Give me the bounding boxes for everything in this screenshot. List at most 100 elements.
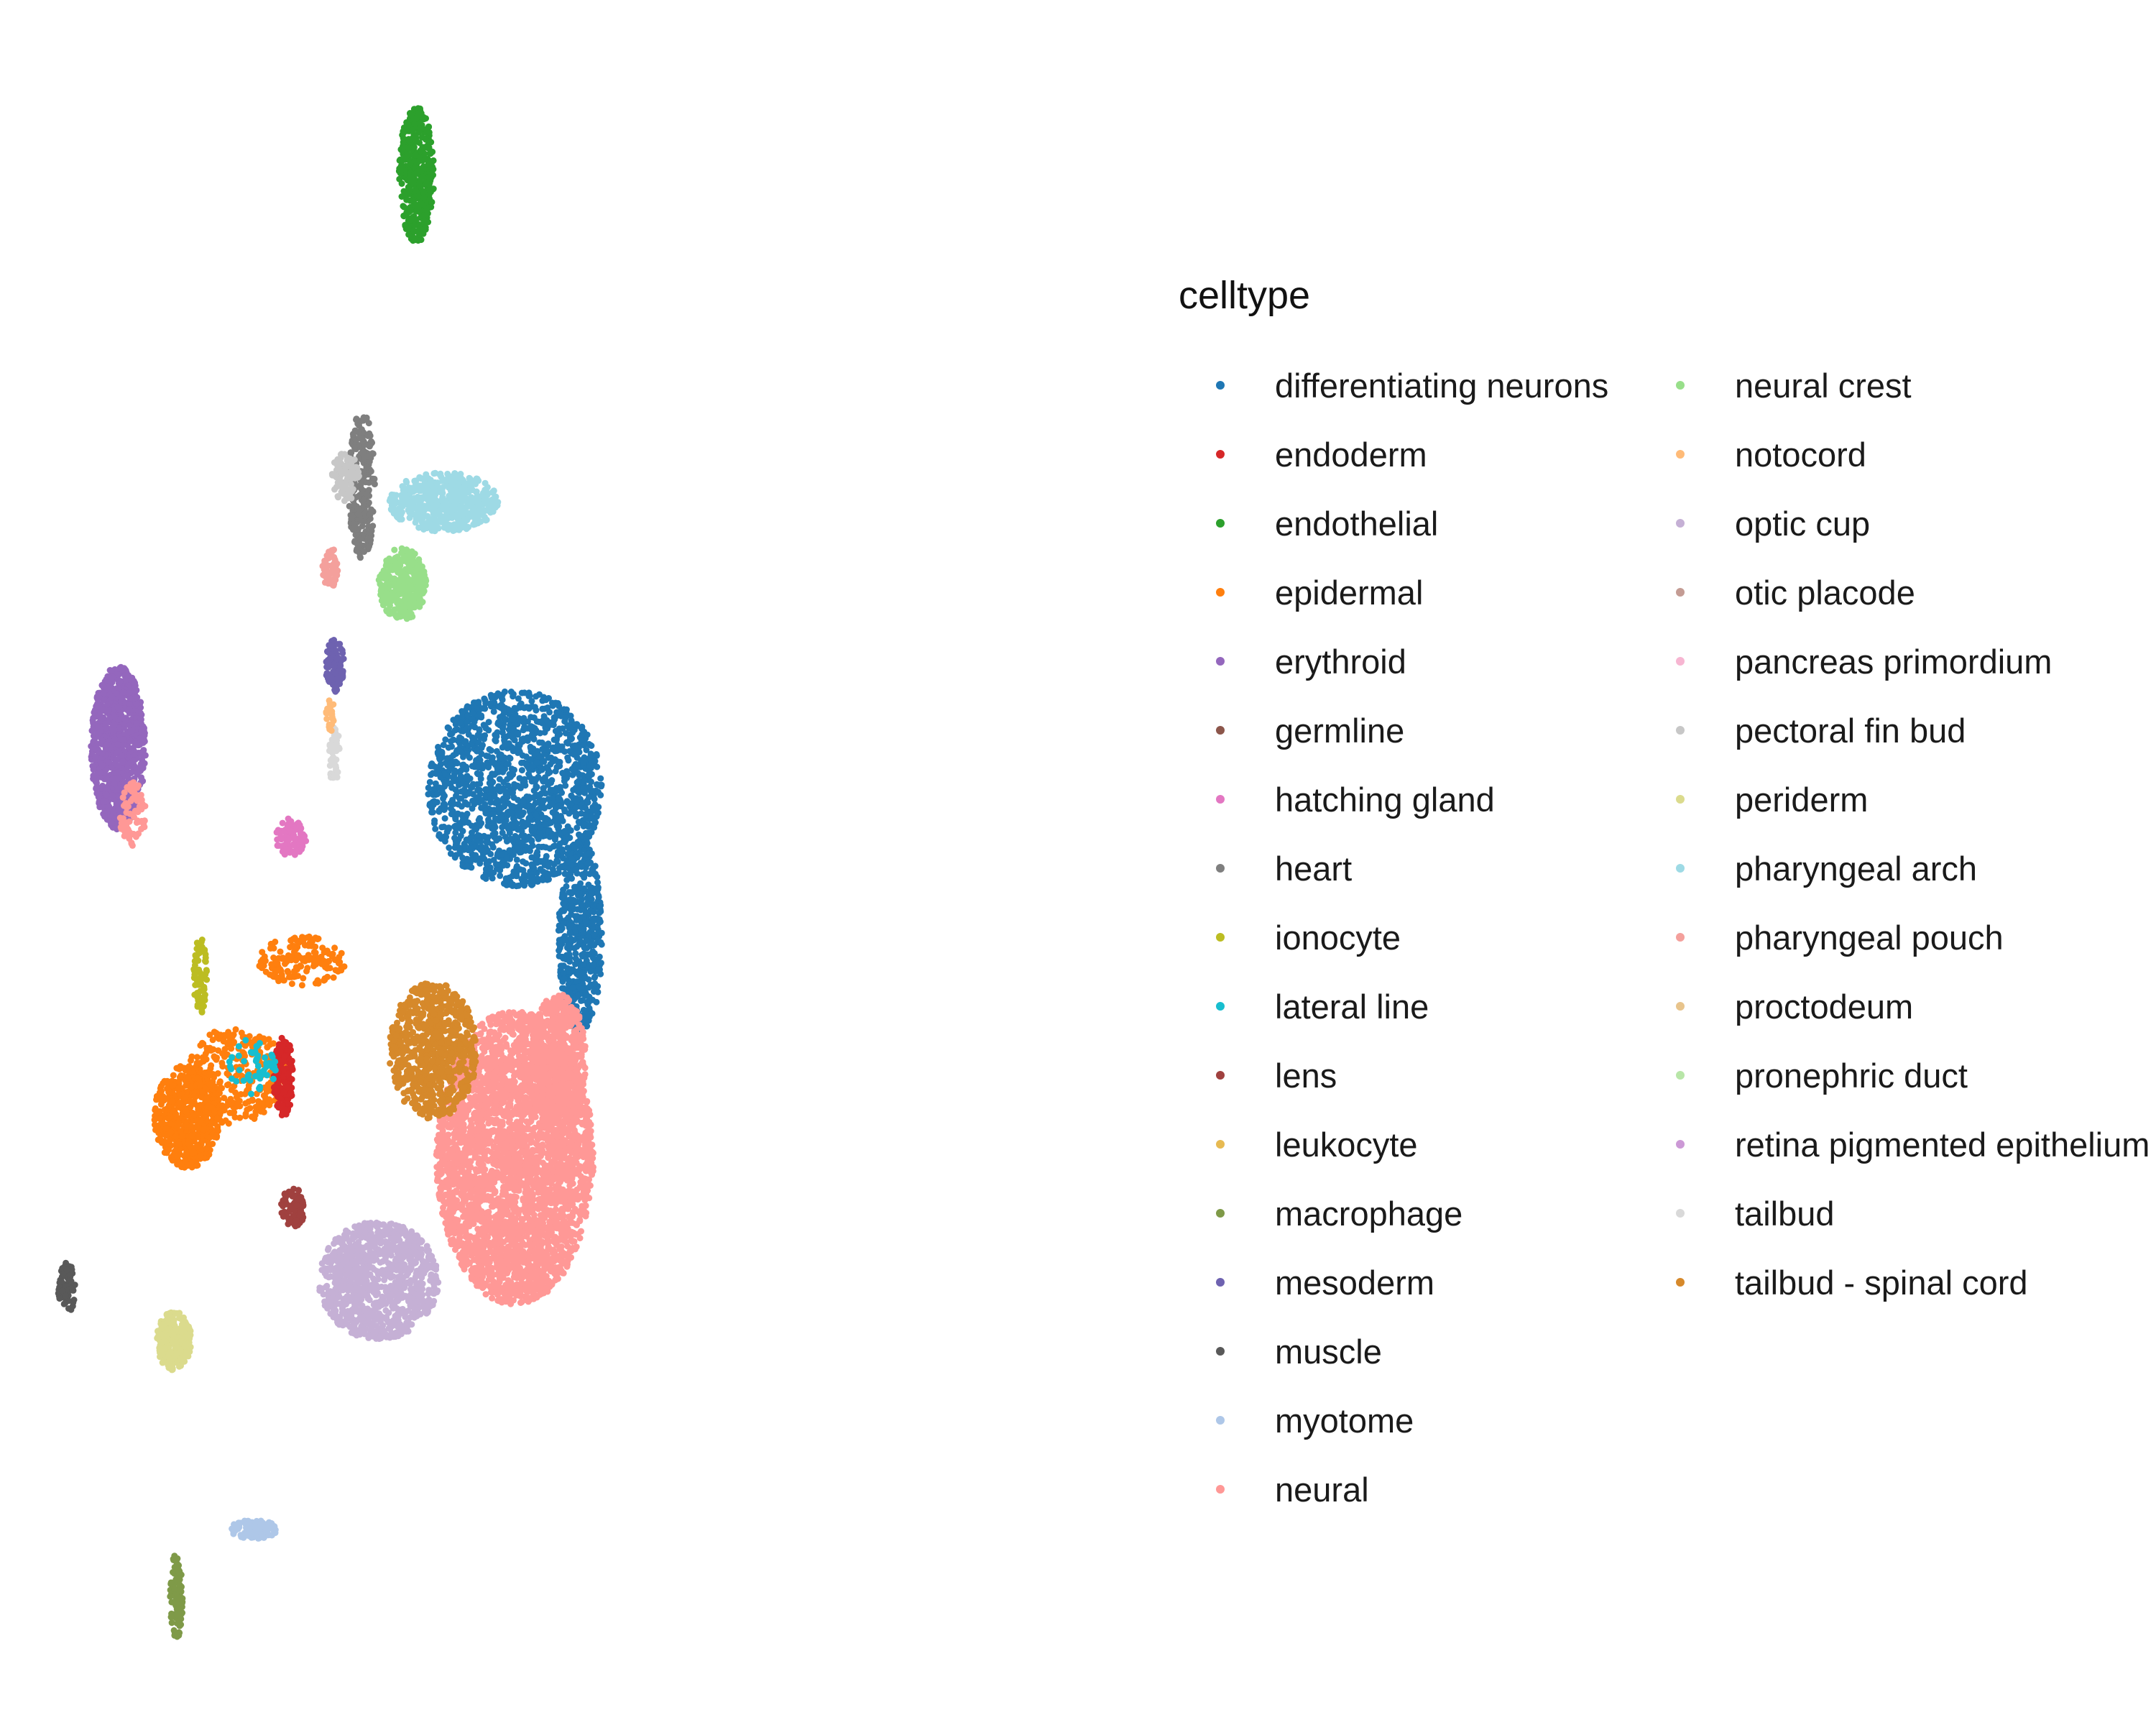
scatter-point: [592, 885, 599, 892]
scatter-point: [513, 856, 520, 863]
scatter-point: [520, 714, 528, 722]
scatter-point: [445, 744, 452, 751]
scatter-point: [469, 715, 476, 722]
scatter-point: [496, 787, 503, 794]
scatter-point: [405, 137, 413, 144]
scatter-point: [571, 897, 578, 904]
scatter-point: [482, 700, 489, 707]
scatter-point: [571, 751, 578, 758]
scatter-point: [459, 816, 466, 824]
scatter-point: [549, 809, 556, 816]
scatter-point: [556, 940, 563, 947]
scatter-point: [597, 960, 604, 967]
scatter-point: [405, 231, 413, 238]
scatter-point: [436, 808, 443, 815]
scatter-point: [515, 808, 522, 814]
scatter-point: [540, 843, 547, 850]
scatter-point: [528, 745, 534, 752]
scatter-point: [554, 858, 561, 865]
scatter-point: [497, 867, 504, 874]
scatter-point: [494, 1270, 502, 1277]
scatter-point: [564, 823, 571, 830]
scatter-point: [519, 878, 526, 886]
scatter-point: [565, 914, 572, 921]
scatter-point: [580, 929, 587, 936]
scatter-point: [577, 880, 584, 887]
scatter-point: [568, 1254, 574, 1261]
scatter-point: [539, 705, 546, 712]
cluster-differentiating-neurons: [425, 688, 605, 890]
scatter-point: [497, 872, 504, 879]
scatter-point: [429, 770, 436, 777]
scatter-point: [556, 703, 563, 709]
scatter-point: [534, 852, 541, 859]
scatter-point: [585, 850, 592, 857]
scatter-point: [576, 916, 583, 924]
scatter-point: [588, 770, 595, 778]
scatter-point: [497, 751, 504, 758]
scatter-point: [584, 944, 590, 952]
scatter-point: [569, 984, 576, 991]
scatter-point: [545, 740, 552, 748]
scatter-point: [587, 907, 594, 914]
scatter-point: [498, 851, 505, 858]
scatter-point: [464, 704, 471, 712]
scatter-point: [576, 744, 582, 751]
scatter-point: [482, 865, 489, 873]
scatter-point: [544, 1143, 551, 1150]
scatter-point: [428, 809, 436, 816]
scatter-point: [576, 890, 583, 897]
scatter-point: [505, 732, 512, 739]
scatter-point: [412, 216, 419, 223]
scatter-point: [503, 854, 510, 861]
scatter-point: [593, 998, 600, 1006]
scatter-point: [553, 852, 561, 860]
scatter-point: [574, 906, 581, 913]
scatter-point: [578, 810, 585, 817]
scatter-point: [401, 190, 408, 198]
scatter-point: [589, 919, 596, 926]
scatter-point: [597, 939, 604, 946]
scatter-point: [528, 698, 535, 704]
scatter-point: [441, 833, 448, 840]
scatter-point: [585, 860, 592, 867]
scatter-point: [417, 126, 424, 133]
scatter-point: [576, 819, 582, 826]
scatter-point: [409, 197, 416, 204]
scatter-point: [453, 760, 461, 767]
scatter-point: [403, 196, 410, 203]
scatter-point: [525, 692, 533, 699]
scatter-point: [481, 832, 488, 840]
scatter-point: [456, 748, 464, 755]
scatter-point: [425, 191, 433, 198]
scatter-point: [486, 780, 493, 787]
scatter-point: [444, 755, 451, 762]
scatter-point: [591, 758, 599, 765]
scatter-point: [583, 937, 590, 944]
scatter-point: [515, 838, 522, 845]
scatter-point: [506, 829, 513, 837]
scatter-point: [480, 873, 487, 880]
scatter-point: [580, 1006, 587, 1013]
scatter-point: [538, 791, 545, 798]
scatter-point: [536, 829, 543, 836]
scatter-point: [505, 782, 512, 789]
scatter-point: [588, 812, 595, 819]
scatter-point: [537, 824, 543, 831]
scatter-point: [545, 828, 552, 835]
scatter-point: [454, 810, 461, 817]
scatter-point: [476, 860, 484, 867]
scatter-point: [580, 785, 586, 792]
scatter-point: [513, 883, 520, 890]
scatter-point: [440, 742, 447, 748]
scatter-point: [436, 832, 443, 840]
scatter-point: [459, 780, 466, 787]
scatter-point: [428, 763, 435, 770]
scatter-point: [533, 718, 540, 725]
scatter-point: [452, 1216, 459, 1223]
scatter-point: [405, 217, 412, 224]
scatter-point: [558, 743, 566, 750]
scatter-point: [520, 858, 527, 865]
scatter-point: [410, 106, 418, 113]
scatter-point: [515, 746, 522, 753]
